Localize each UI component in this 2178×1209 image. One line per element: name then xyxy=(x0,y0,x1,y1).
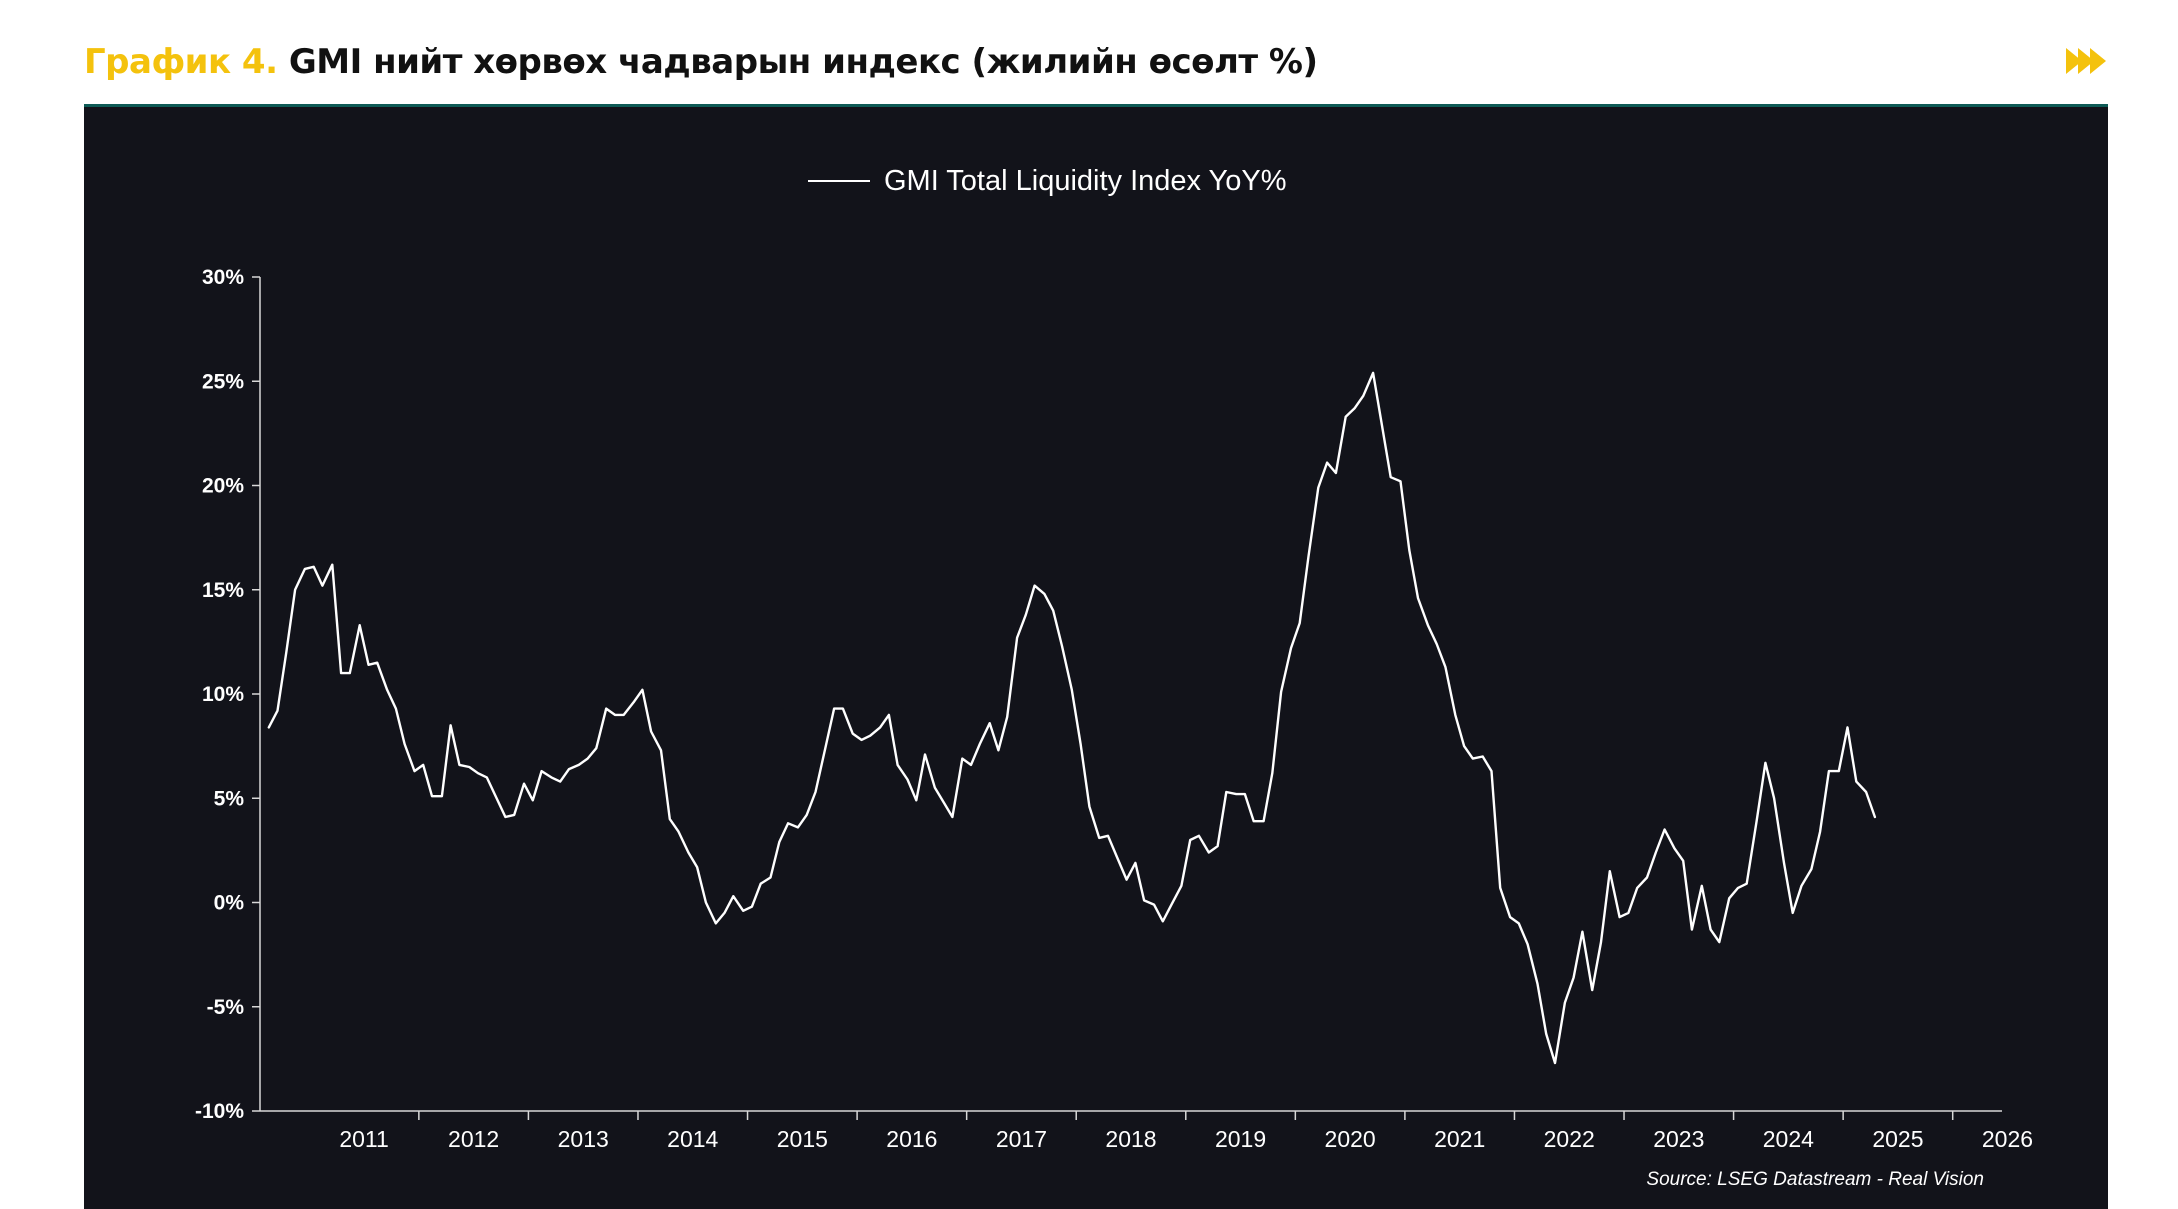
x-tick-label: 2013 xyxy=(558,1126,609,1152)
legend-line-swatch xyxy=(808,180,870,182)
legend-label: GMI Total Liquidity Index YoY% xyxy=(884,164,1287,197)
x-tick-label: 2016 xyxy=(886,1126,937,1152)
x-tick-label: 2025 xyxy=(1872,1126,1923,1152)
x-tick-label: 2017 xyxy=(996,1126,1047,1152)
y-tick-label: 20% xyxy=(202,475,244,498)
y-tick-label: 10% xyxy=(202,683,244,706)
x-tick-label: 2015 xyxy=(777,1126,828,1152)
liquidity-chart: 30% 25% 20% 15% 10% 5% 0% -5% -10% 2011 2012 2013 20… xyxy=(195,266,2033,1152)
x-tick-label: 2012 xyxy=(448,1126,499,1152)
y-tick-label: 25% xyxy=(202,370,244,393)
chart-number: График 4. xyxy=(84,42,278,82)
x-tick-label: 2024 xyxy=(1763,1126,1814,1152)
chart-panel: 30% 25% 20% 15% 10% 5% 0% -5% -10% 2011 2012 2013 20… xyxy=(84,104,2108,1209)
chart-header: График 4. GMI нийт хөрвөх чадварын индек… xyxy=(84,34,2118,90)
chart-source: Source: LSEG Datastream - Real Vision xyxy=(1646,1169,1984,1190)
chart-heading-text: GMI нийт хөрвөх чадварын индекс (жилийн … xyxy=(288,42,1318,82)
x-tick-label: 2014 xyxy=(667,1126,718,1152)
y-tick-label: 0% xyxy=(214,892,245,915)
x-tick-label: 2026 xyxy=(1982,1126,2033,1152)
x-tick-label: 2018 xyxy=(1105,1126,1156,1152)
y-tick-label: 5% xyxy=(214,787,245,810)
x-tick-label: 2022 xyxy=(1544,1126,1595,1152)
x-tick-label: 2019 xyxy=(1215,1126,1266,1152)
chart-heading: График 4. GMI нийт хөрвөх чадварын индек… xyxy=(84,42,1318,82)
y-tick-label: 30% xyxy=(202,266,244,289)
y-tick-label: 15% xyxy=(202,579,244,602)
series-line-liquidity-index xyxy=(267,371,1877,1065)
x-tick-label: 2020 xyxy=(1325,1126,1376,1152)
y-tick-label: -10% xyxy=(195,1100,244,1123)
chart-legend: GMI Total Liquidity Index YoY% xyxy=(808,161,1287,201)
y-tick-label: -5% xyxy=(207,996,245,1019)
x-tick-label: 2021 xyxy=(1434,1126,1485,1152)
x-tick-label: 2023 xyxy=(1653,1126,1704,1152)
x-tick-label: 2011 xyxy=(339,1126,388,1152)
fast-forward-icon[interactable] xyxy=(2064,44,2114,78)
